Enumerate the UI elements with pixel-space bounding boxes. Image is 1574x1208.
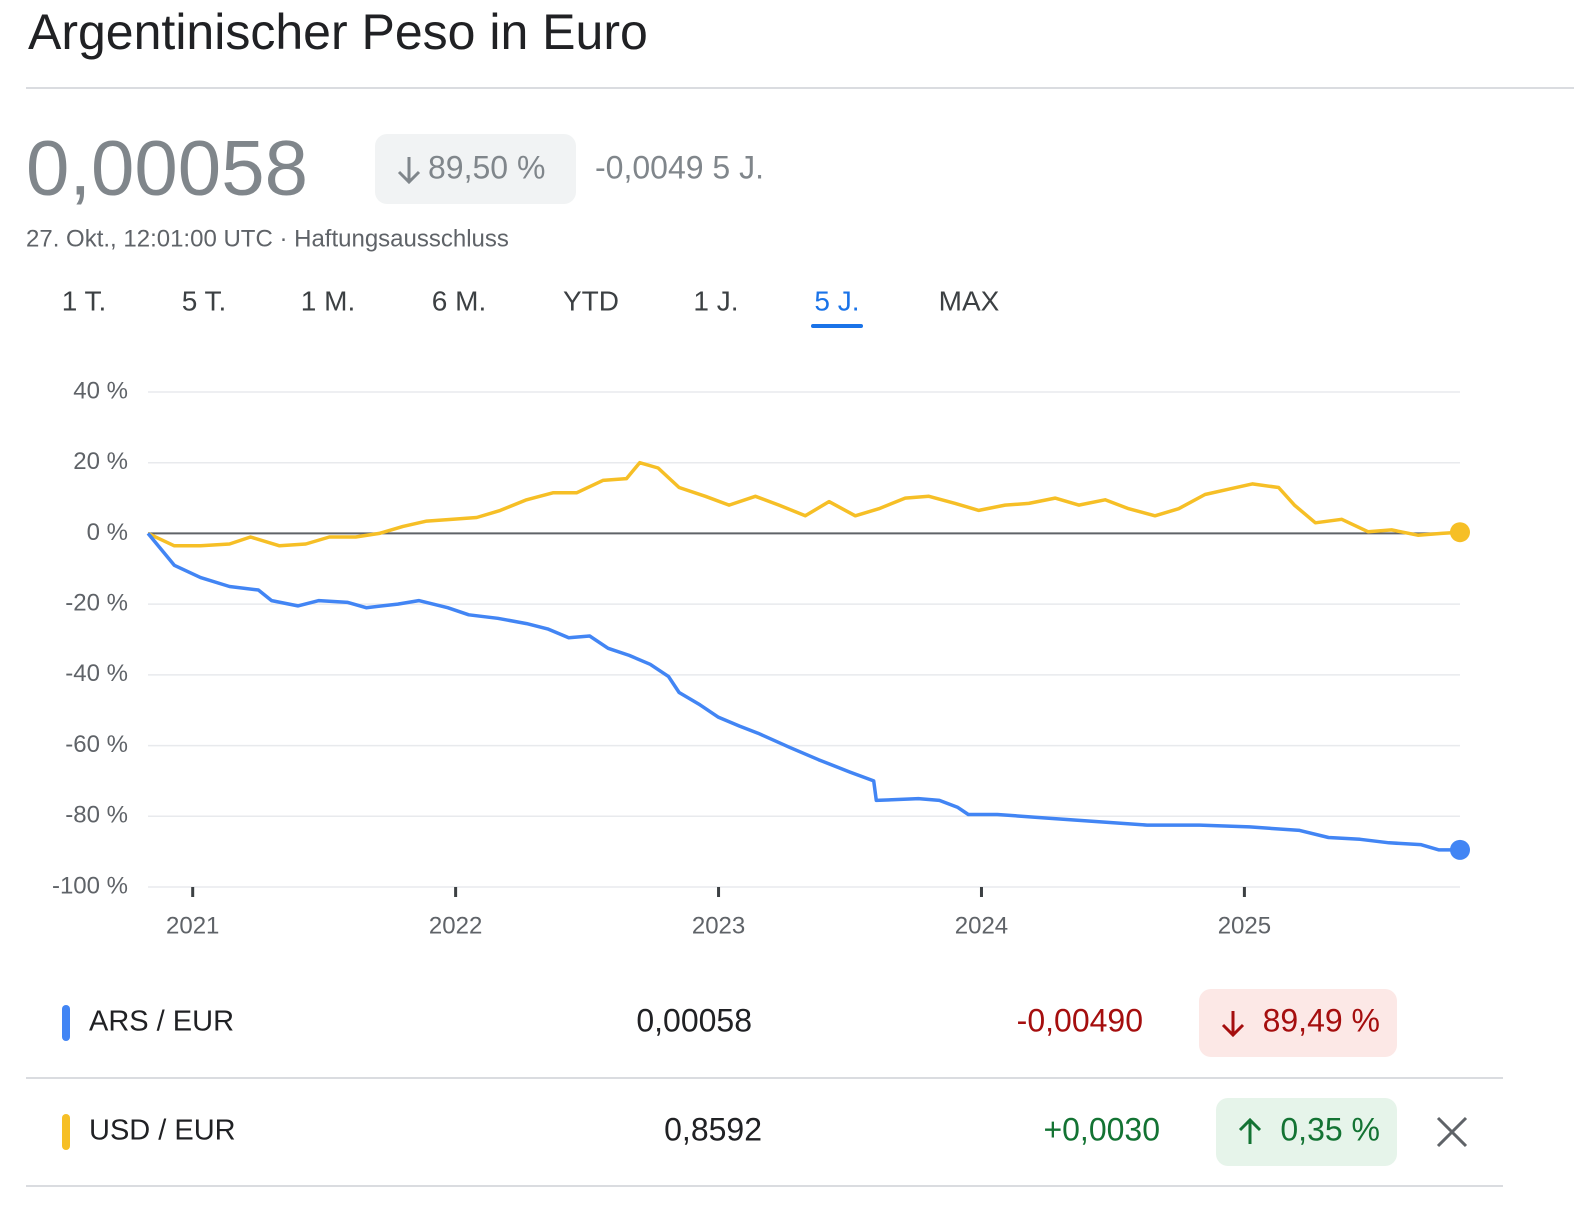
legend-label: ARS / EUR xyxy=(89,1006,234,1038)
y-tick-label: 40 % xyxy=(73,377,128,404)
title: Argentinischer Peso in Euro xyxy=(28,4,648,60)
y-tick-label: -20 % xyxy=(65,589,128,616)
close-button[interactable] xyxy=(1436,1116,1468,1148)
arrow-icon xyxy=(1221,1011,1245,1038)
y-tick-label: 0 % xyxy=(87,519,128,546)
row-percent: 0,35 % xyxy=(1280,1111,1380,1147)
x-tick-label: 2023 xyxy=(692,912,745,939)
tab[interactable]: MAX xyxy=(939,285,1000,316)
timestamp: 27. Okt., 12:01:00 UTC · Haftungsausschl… xyxy=(26,225,509,252)
x-tick-label: 2021 xyxy=(166,912,219,939)
tab[interactable]: 1 J. xyxy=(693,285,738,316)
change-percent: 89,50 % xyxy=(428,149,545,185)
arrow-icon xyxy=(1238,1117,1262,1144)
row-badge xyxy=(1216,1098,1397,1166)
legend-label: USD / EUR xyxy=(89,1115,236,1147)
row-price: 0,00058 xyxy=(636,1002,752,1038)
tab[interactable]: 5 J. xyxy=(814,285,859,316)
y-tick-label: -60 % xyxy=(65,731,128,758)
y-tick-label: 20 % xyxy=(73,448,128,475)
y-tick-label: -100 % xyxy=(52,872,128,899)
legend-swatch xyxy=(62,1005,70,1041)
price: 0,00058 xyxy=(26,124,308,212)
change-badge xyxy=(375,134,576,204)
legend-swatch xyxy=(62,1114,70,1150)
change: -0,0049 5 J. xyxy=(595,149,764,185)
row-percent: 89,49 % xyxy=(1263,1002,1380,1038)
tab[interactable]: YTD xyxy=(563,285,619,316)
x-tick-label: 2025 xyxy=(1218,912,1271,939)
y-tick-label: -80 % xyxy=(65,802,128,829)
end-dot xyxy=(1450,839,1470,860)
row-price: 0,8592 xyxy=(664,1111,762,1147)
series-line xyxy=(146,532,1460,852)
tab[interactable]: 5 T. xyxy=(182,285,227,316)
row-change: +0,0030 xyxy=(1043,1111,1160,1147)
tab-indicator xyxy=(811,324,863,328)
y-tick-label: -40 % xyxy=(65,660,128,687)
row-change: -0,00490 xyxy=(1017,1002,1143,1038)
end-dot xyxy=(1450,522,1470,543)
tab[interactable]: 1 M. xyxy=(301,285,355,316)
arrow-icon xyxy=(397,157,421,185)
row-badge xyxy=(1199,989,1397,1057)
series-line xyxy=(147,460,1461,548)
x-tick-label: 2022 xyxy=(429,912,482,939)
tab[interactable]: 6 M. xyxy=(432,285,486,316)
x-tick-label: 2024 xyxy=(955,912,1008,939)
tab[interactable]: 1 T. xyxy=(62,285,107,316)
